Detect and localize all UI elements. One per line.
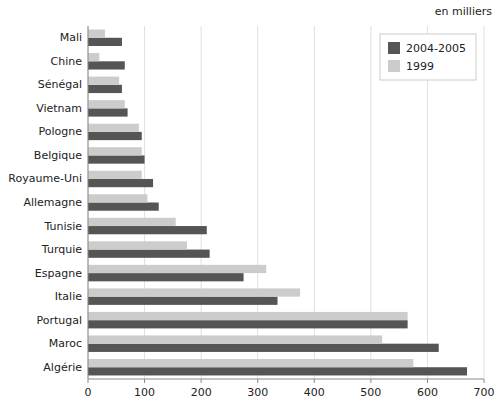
bar [88, 265, 266, 273]
legend-label: 2004-2005 [406, 42, 466, 55]
axes: 0 100 200 300 400 500 600 700 Mali Chine Sénégal Vi… [8, 26, 494, 399]
x-tick [314, 379, 315, 383]
grid-line [88, 26, 89, 379]
x-tick-label: 0 [85, 386, 92, 399]
x-tick [144, 379, 145, 383]
grid-line [484, 26, 485, 379]
legend-swatch [388, 60, 400, 72]
bar [88, 297, 278, 305]
bar [88, 312, 408, 320]
x-tick [201, 379, 202, 383]
x-tick [257, 379, 258, 383]
y-tick-label: Espagne [35, 267, 82, 280]
bar [88, 273, 244, 281]
bar [88, 320, 408, 328]
y-tick-label: Vietnam [36, 102, 82, 115]
x-tick-label: 500 [360, 386, 381, 399]
x-axis-line [88, 379, 484, 380]
bar [88, 147, 142, 155]
legend: 2004-2005 1999 [380, 34, 476, 80]
bar [88, 250, 210, 258]
y-tick-label: Algérie [43, 361, 82, 374]
annotation: en milliers [435, 5, 492, 18]
bar [88, 367, 467, 375]
bar [88, 85, 122, 93]
bar [88, 100, 125, 108]
x-tick-label: 600 [417, 386, 438, 399]
bar [88, 77, 119, 85]
bar [88, 108, 128, 116]
y-tick-label: Chine [51, 55, 83, 68]
x-tick [88, 379, 89, 383]
bar [88, 359, 413, 367]
bar [88, 194, 147, 202]
y-tick-label: Portugal [36, 314, 82, 327]
x-tick [370, 379, 371, 383]
grid [88, 26, 484, 379]
bar [88, 218, 176, 226]
bar [88, 38, 122, 46]
bar [88, 179, 153, 187]
chart-container: 0 100 200 300 400 500 600 700 Mali Chine Sénégal Vi… [0, 0, 500, 409]
bar [88, 241, 187, 249]
chart-svg: 0 100 200 300 400 500 600 700 Mali Chine Sénégal Vi… [0, 0, 500, 409]
y-tick-label: Sénégal [38, 78, 82, 91]
legend-swatch [388, 42, 400, 54]
x-tick-label: 100 [134, 386, 155, 399]
x-tick-label: 200 [191, 386, 212, 399]
x-tick-label: 700 [474, 386, 495, 399]
y-tick-label: Allemagne [23, 196, 82, 209]
y-tick-label: Turquie [41, 243, 82, 256]
bar [88, 155, 145, 163]
y-tick-label: Italie [55, 290, 82, 303]
x-tick [484, 379, 485, 383]
x-tick [427, 379, 428, 383]
bar [88, 226, 207, 234]
bar [88, 335, 382, 343]
bar [88, 344, 439, 352]
bar [88, 288, 300, 296]
bar [88, 30, 105, 38]
bar [88, 203, 159, 211]
bar [88, 53, 99, 61]
bar [88, 124, 139, 132]
legend-label: 1999 [406, 60, 434, 73]
bars [88, 30, 467, 376]
y-tick-label: Tunisie [43, 220, 82, 233]
x-tick-label: 300 [247, 386, 268, 399]
y-tick-label: Mali [60, 31, 82, 44]
y-tick-label: Belgique [34, 149, 82, 162]
bar [88, 61, 125, 69]
y-axis-line [88, 26, 89, 379]
bar [88, 171, 142, 179]
y-tick-label: Pologne [39, 125, 83, 138]
x-tick-label: 400 [304, 386, 325, 399]
legend-frame [380, 34, 476, 80]
bar [88, 132, 142, 140]
y-tick-label: Royaume-Uni [8, 172, 82, 185]
y-tick-label: Maroc [49, 337, 82, 350]
